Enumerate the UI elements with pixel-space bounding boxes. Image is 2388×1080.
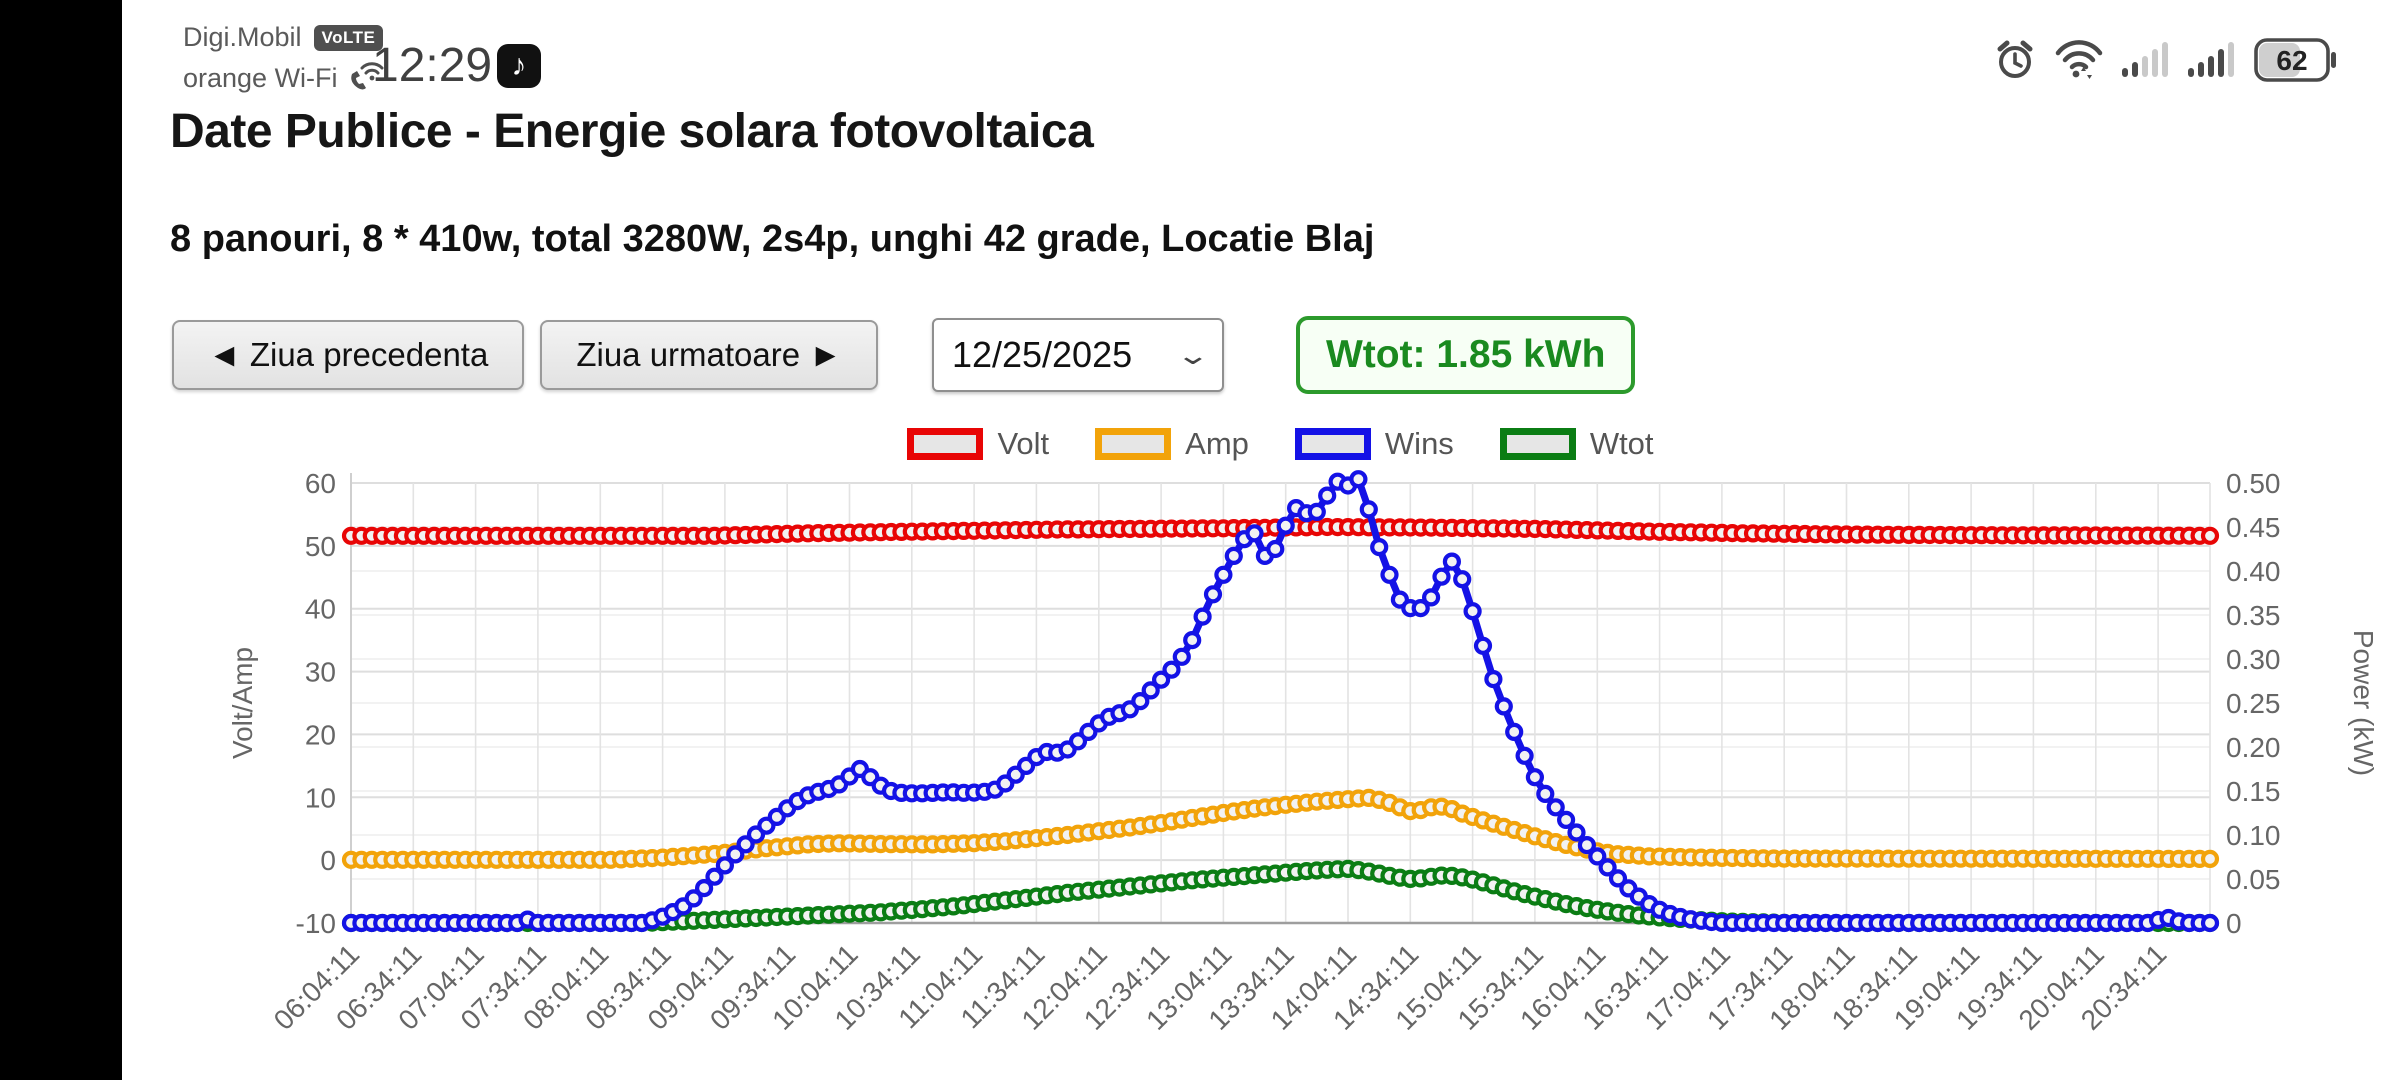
left-axis-tick: 50 xyxy=(305,531,336,562)
right-axis-title: Power (kW) xyxy=(2348,630,2379,776)
chevron-down-icon: ⌄ xyxy=(1175,339,1211,370)
legend-swatch-wins xyxy=(1294,428,1371,460)
legend-swatch-wtot xyxy=(1499,428,1576,460)
left-axis-tick: 40 xyxy=(305,594,336,625)
previous-day-button[interactable]: ◄ Ziua precedenta xyxy=(172,320,525,390)
phone-bezel xyxy=(0,0,122,1080)
legend-label: Volt xyxy=(997,426,1050,461)
network-label: orange Wi-Fi xyxy=(183,63,338,93)
battery-percent-text: 62 xyxy=(2276,45,2307,76)
series-wins xyxy=(341,470,2220,933)
right-axis-tick: 0.05 xyxy=(2226,864,2281,895)
legend-label: Wins xyxy=(1384,426,1454,461)
signal-bars-sim1 xyxy=(2122,40,2170,85)
right-axis-tick: 0.40 xyxy=(2226,556,2281,587)
left-axis-tick: 0 xyxy=(320,845,336,876)
volte-badge: VoLTE xyxy=(313,24,384,51)
right-axis-tick: 0.15 xyxy=(2226,776,2281,807)
chart-legend: Volt Amp Wins Wtot xyxy=(351,426,2210,462)
right-axis-tick: 0 xyxy=(2226,908,2242,939)
status-network-line: orange Wi-Fi xyxy=(183,60,384,97)
controls-row: ◄ Ziua precedenta Ziua urmatoare ► 12/25… xyxy=(172,316,1636,394)
series-volt xyxy=(341,517,2220,545)
date-select-value: 12/25/2025 xyxy=(951,334,1133,375)
alarm-icon xyxy=(1994,39,2036,86)
battery-icon: 62 xyxy=(2254,36,2338,89)
signal-bars-sim2 xyxy=(2188,40,2236,85)
status-carrier-line: Digi.Mobil VoLTE xyxy=(183,22,384,53)
wifi-icon xyxy=(2054,39,2104,86)
right-axis-tick: 0.25 xyxy=(2226,688,2281,719)
page-subtitle: 8 panouri, 8 * 410w, total 3280W, 2s4p, … xyxy=(170,218,1375,260)
legend-item-wins[interactable]: Wins xyxy=(1294,426,1454,462)
series-amp xyxy=(341,788,2220,869)
legend-swatch-volt xyxy=(907,428,984,460)
status-icons-right: 62 xyxy=(1994,36,2338,89)
left-axis-tick: 60 xyxy=(305,468,336,499)
legend-item-volt[interactable]: Volt xyxy=(907,426,1049,462)
next-day-button[interactable]: Ziua urmatoare ► xyxy=(540,320,878,390)
left-axis-tick: 30 xyxy=(305,657,336,688)
page-title: Date Publice - Energie solara fotovoltai… xyxy=(170,105,1094,158)
wtot-total-badge: Wtot: 1.85 kWh xyxy=(1295,316,1636,394)
tiktok-icon: ♪ xyxy=(497,44,541,88)
right-axis-tick: 0.35 xyxy=(2226,600,2281,631)
legend-item-wtot[interactable]: Wtot xyxy=(1499,426,1654,462)
wifi-calling-icon xyxy=(348,60,384,97)
right-axis-tick: 0.20 xyxy=(2226,732,2281,763)
right-axis-tick: 0.50 xyxy=(2226,468,2281,499)
left-axis-tick: 10 xyxy=(305,782,336,813)
status-clock: 12:29 xyxy=(372,39,493,92)
legend-item-amp[interactable]: Amp xyxy=(1095,426,1249,462)
left-axis-tick: 20 xyxy=(305,719,336,750)
right-axis-tick: 0.10 xyxy=(2226,820,2281,851)
date-select[interactable]: 12/25/2025 ⌄ xyxy=(931,318,1224,392)
legend-label: Amp xyxy=(1185,426,1249,461)
legend-swatch-amp xyxy=(1095,428,1172,460)
legend-label: Wtot xyxy=(1589,426,1654,461)
left-axis-title: Volt/Amp xyxy=(227,647,258,759)
left-axis-tick: -10 xyxy=(296,908,336,939)
right-axis-tick: 0.45 xyxy=(2226,512,2281,543)
carrier-label: Digi.Mobil xyxy=(183,22,302,52)
right-axis-tick: 0.30 xyxy=(2226,644,2281,675)
